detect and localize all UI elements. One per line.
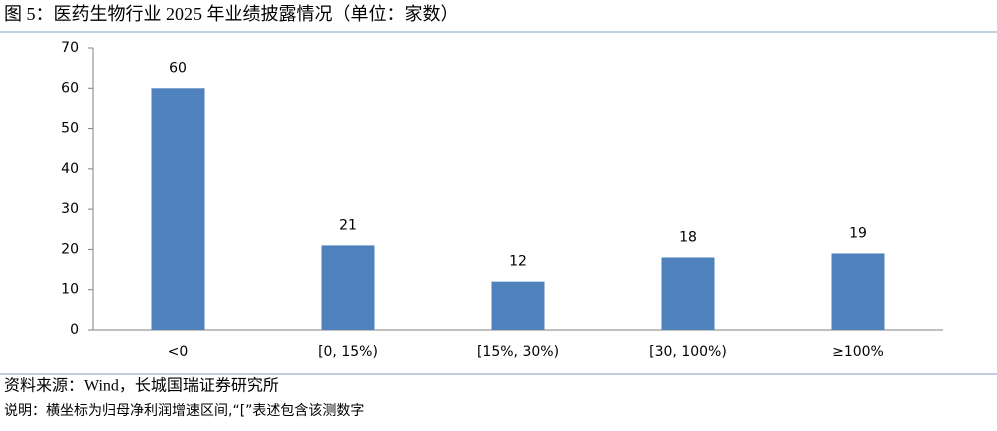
data-label: 18 xyxy=(679,229,697,245)
data-label: 60 xyxy=(169,60,187,76)
data-label: 19 xyxy=(849,225,867,241)
y-tick-label: 30 xyxy=(61,201,79,217)
bar xyxy=(831,253,885,330)
bar xyxy=(321,245,375,330)
y-tick-label: 50 xyxy=(61,121,79,137)
y-tick-label: 0 xyxy=(70,322,79,338)
y-tick-label: 40 xyxy=(61,161,79,177)
x-tick-label: [15%, 30%) xyxy=(477,344,559,360)
x-tick-label: [30, 100%) xyxy=(649,344,727,360)
bar xyxy=(661,257,715,330)
chart-title: 图 5：医药生物行业 2025 年业绩披露情况（单位：家数） xyxy=(4,4,459,24)
data-label: 21 xyxy=(339,217,357,233)
y-tick-label: 60 xyxy=(61,80,79,96)
x-tick-label: <0 xyxy=(168,344,189,360)
bar xyxy=(491,281,545,330)
source: 资料来源：Wind，长城国瑞证券研究所 xyxy=(4,377,279,395)
y-tick-label: 70 xyxy=(61,40,79,56)
note: 说明：横坐标为归母净利润增速区间,“[”表述包含该测数字 xyxy=(4,402,364,419)
y-tick-label: 20 xyxy=(61,241,79,257)
x-tick-label: [0, 15%) xyxy=(318,344,378,360)
bar xyxy=(151,88,205,331)
x-tick-label: ≥100% xyxy=(832,344,884,360)
y-tick-label: 10 xyxy=(61,282,79,298)
data-label: 12 xyxy=(509,254,527,270)
